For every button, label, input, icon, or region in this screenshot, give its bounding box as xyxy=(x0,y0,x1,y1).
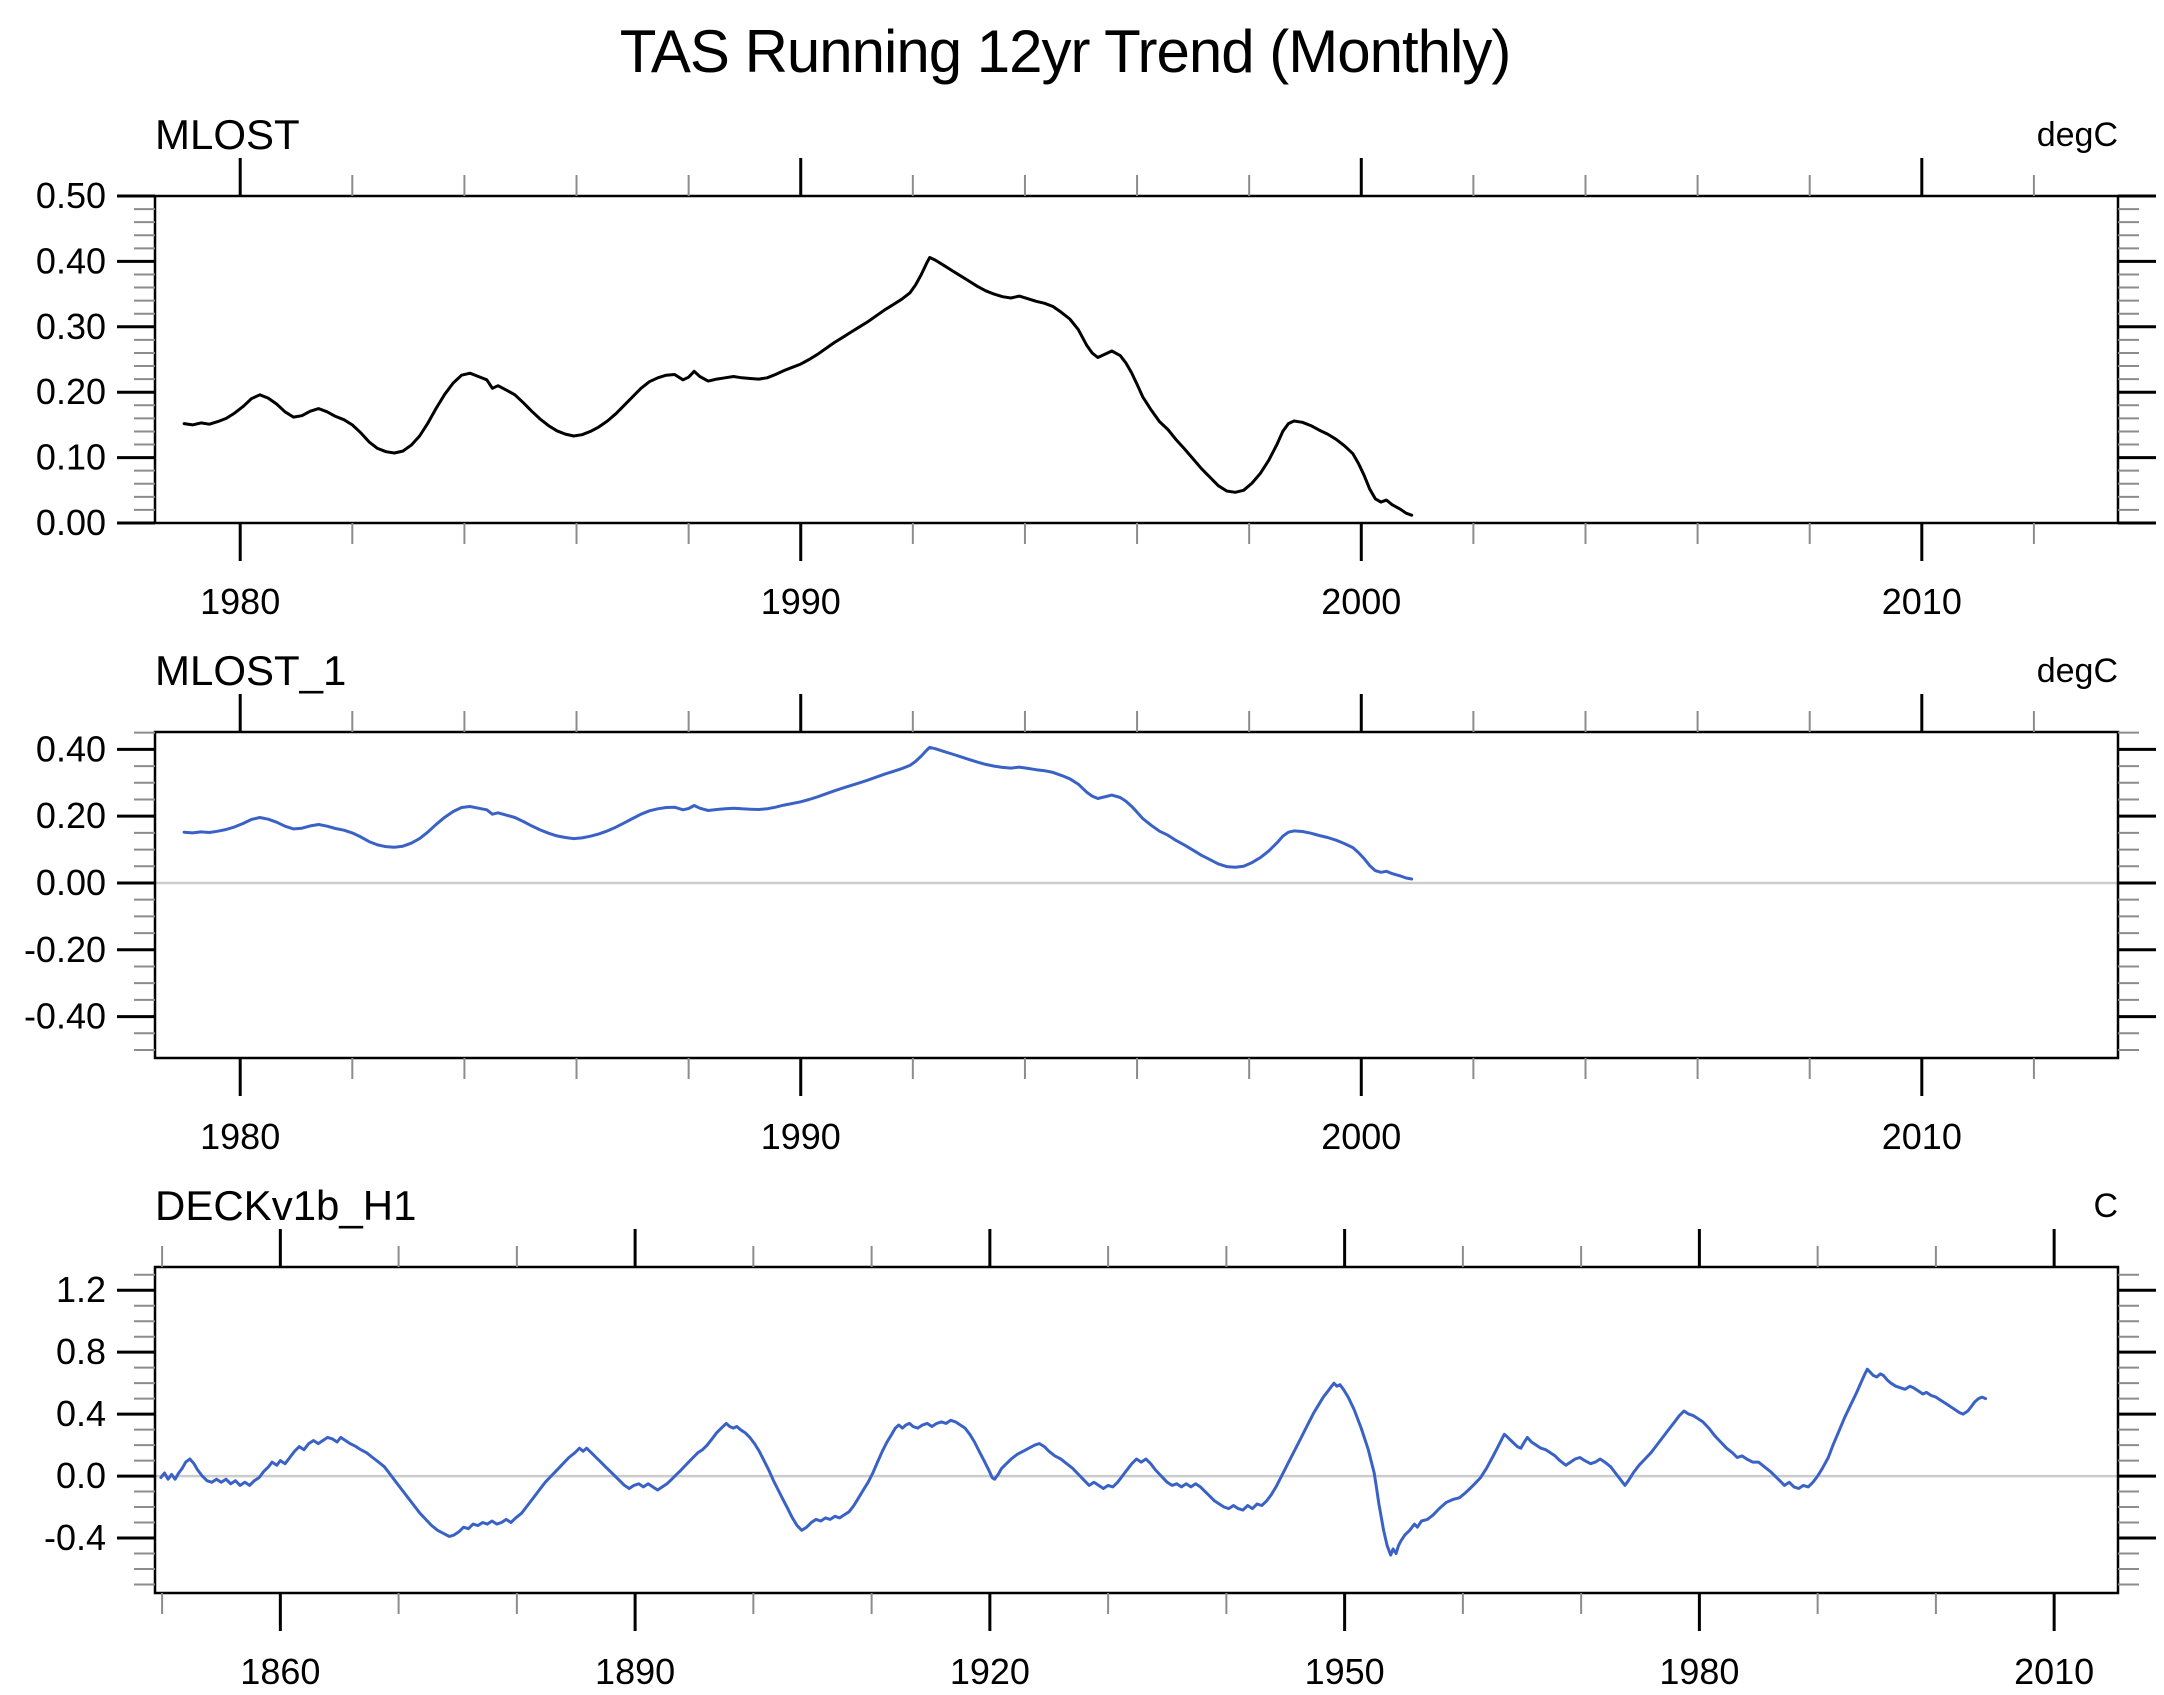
panel-deckv1b_h1: 1860 1890 1920 1950 1980 2010 -0.4 0.0 0.4 0.8 1.2… xyxy=(44,1182,2156,1692)
panel-title-deckv1b_h1: DECKv1b_H1 xyxy=(155,1182,416,1229)
plot-frame xyxy=(153,194,2120,525)
panel-mlost: 1980 1990 2000 2010 0.00 0.10 0.20 0.30 0.40 0.50… xyxy=(36,111,2156,622)
x-tick-label: 1950 xyxy=(1305,1651,1385,1692)
trend-line-mlost_1 xyxy=(182,745,1414,881)
x-tick-label: 1980 xyxy=(1659,1651,1739,1692)
x-tick-label: 2010 xyxy=(1882,581,1962,622)
x-ticks xyxy=(238,694,2035,1096)
y-tick-label: 0.30 xyxy=(36,306,106,347)
x-tick-label: 1980 xyxy=(200,581,280,622)
y-tick-label: 0.00 xyxy=(36,502,106,543)
chart-panels: 1980 1990 2000 2010 0.00 0.10 0.20 0.30 0.40 0.50… xyxy=(24,111,2156,1692)
axis-labels: 1860 1890 1920 1950 1980 2010 -0.4 0.0 0.4 0.8 1.2 xyxy=(44,1269,2094,1692)
axis-labels: 1980 1990 2000 2010 0.00 0.10 0.20 0.30 0.40 0.50 xyxy=(36,175,1962,622)
y-ticks xyxy=(117,731,2156,1051)
x-tick-label: 2000 xyxy=(1321,1116,1401,1157)
unit-label: C xyxy=(2093,1187,2118,1225)
x-tick-label: 1920 xyxy=(950,1651,1030,1692)
y-tick-label: 1.2 xyxy=(56,1269,106,1310)
x-tick-label: 1990 xyxy=(761,581,841,622)
x-tick-label: 1980 xyxy=(200,1116,280,1157)
unit-label: degC xyxy=(2037,652,2118,690)
x-ticks xyxy=(161,1229,2056,1631)
y-ticks xyxy=(117,1273,2156,1586)
y-tick-label: 0.20 xyxy=(36,371,106,412)
y-tick-label: -0.20 xyxy=(24,929,106,970)
trend-line-mlost xyxy=(182,256,1414,517)
main-title: TAS Running 12yr Trend (Monthly) xyxy=(620,18,1511,85)
x-ticks xyxy=(238,158,2035,561)
y-tick-label: 0.10 xyxy=(36,437,106,478)
y-tick-label: -0.4 xyxy=(44,1517,106,1558)
unit-label: degC xyxy=(2037,116,2118,154)
panel-title-mlost_1: MLOST_1 xyxy=(155,647,346,694)
y-tick-label: 0.4 xyxy=(56,1393,106,1434)
y-ticks xyxy=(117,194,2156,525)
plot-frame xyxy=(153,1265,2120,1595)
x-tick-label: 1990 xyxy=(761,1116,841,1157)
plot-frame xyxy=(153,730,2120,1060)
y-tick-label: 0.50 xyxy=(36,175,106,216)
x-tick-label: 1890 xyxy=(595,1651,675,1692)
y-tick-label: -0.40 xyxy=(24,996,106,1037)
x-tick-label: 1860 xyxy=(240,1651,320,1692)
y-tick-label: 0.0 xyxy=(56,1455,106,1496)
panel-title-mlost: MLOST xyxy=(155,111,300,158)
y-tick-label: 0.20 xyxy=(36,795,106,836)
y-tick-label: 0.40 xyxy=(36,240,106,281)
x-tick-label: 2010 xyxy=(2014,1651,2094,1692)
y-tick-label: 0.40 xyxy=(36,728,106,769)
x-tick-label: 2000 xyxy=(1321,581,1401,622)
y-tick-label: 0.8 xyxy=(56,1331,106,1372)
trend-line-deckv1b_h1 xyxy=(159,1367,1988,1557)
axis-labels: 1980 1990 2000 2010 -0.40 -0.20 0.00 0.20 0.40 xyxy=(24,728,1962,1157)
x-tick-label: 2010 xyxy=(1882,1116,1962,1157)
panel-mlost_1: 1980 1990 2000 2010 -0.40 -0.20 0.00 0.20 0.40 ML… xyxy=(24,647,2156,1157)
y-tick-label: 0.00 xyxy=(36,862,106,903)
